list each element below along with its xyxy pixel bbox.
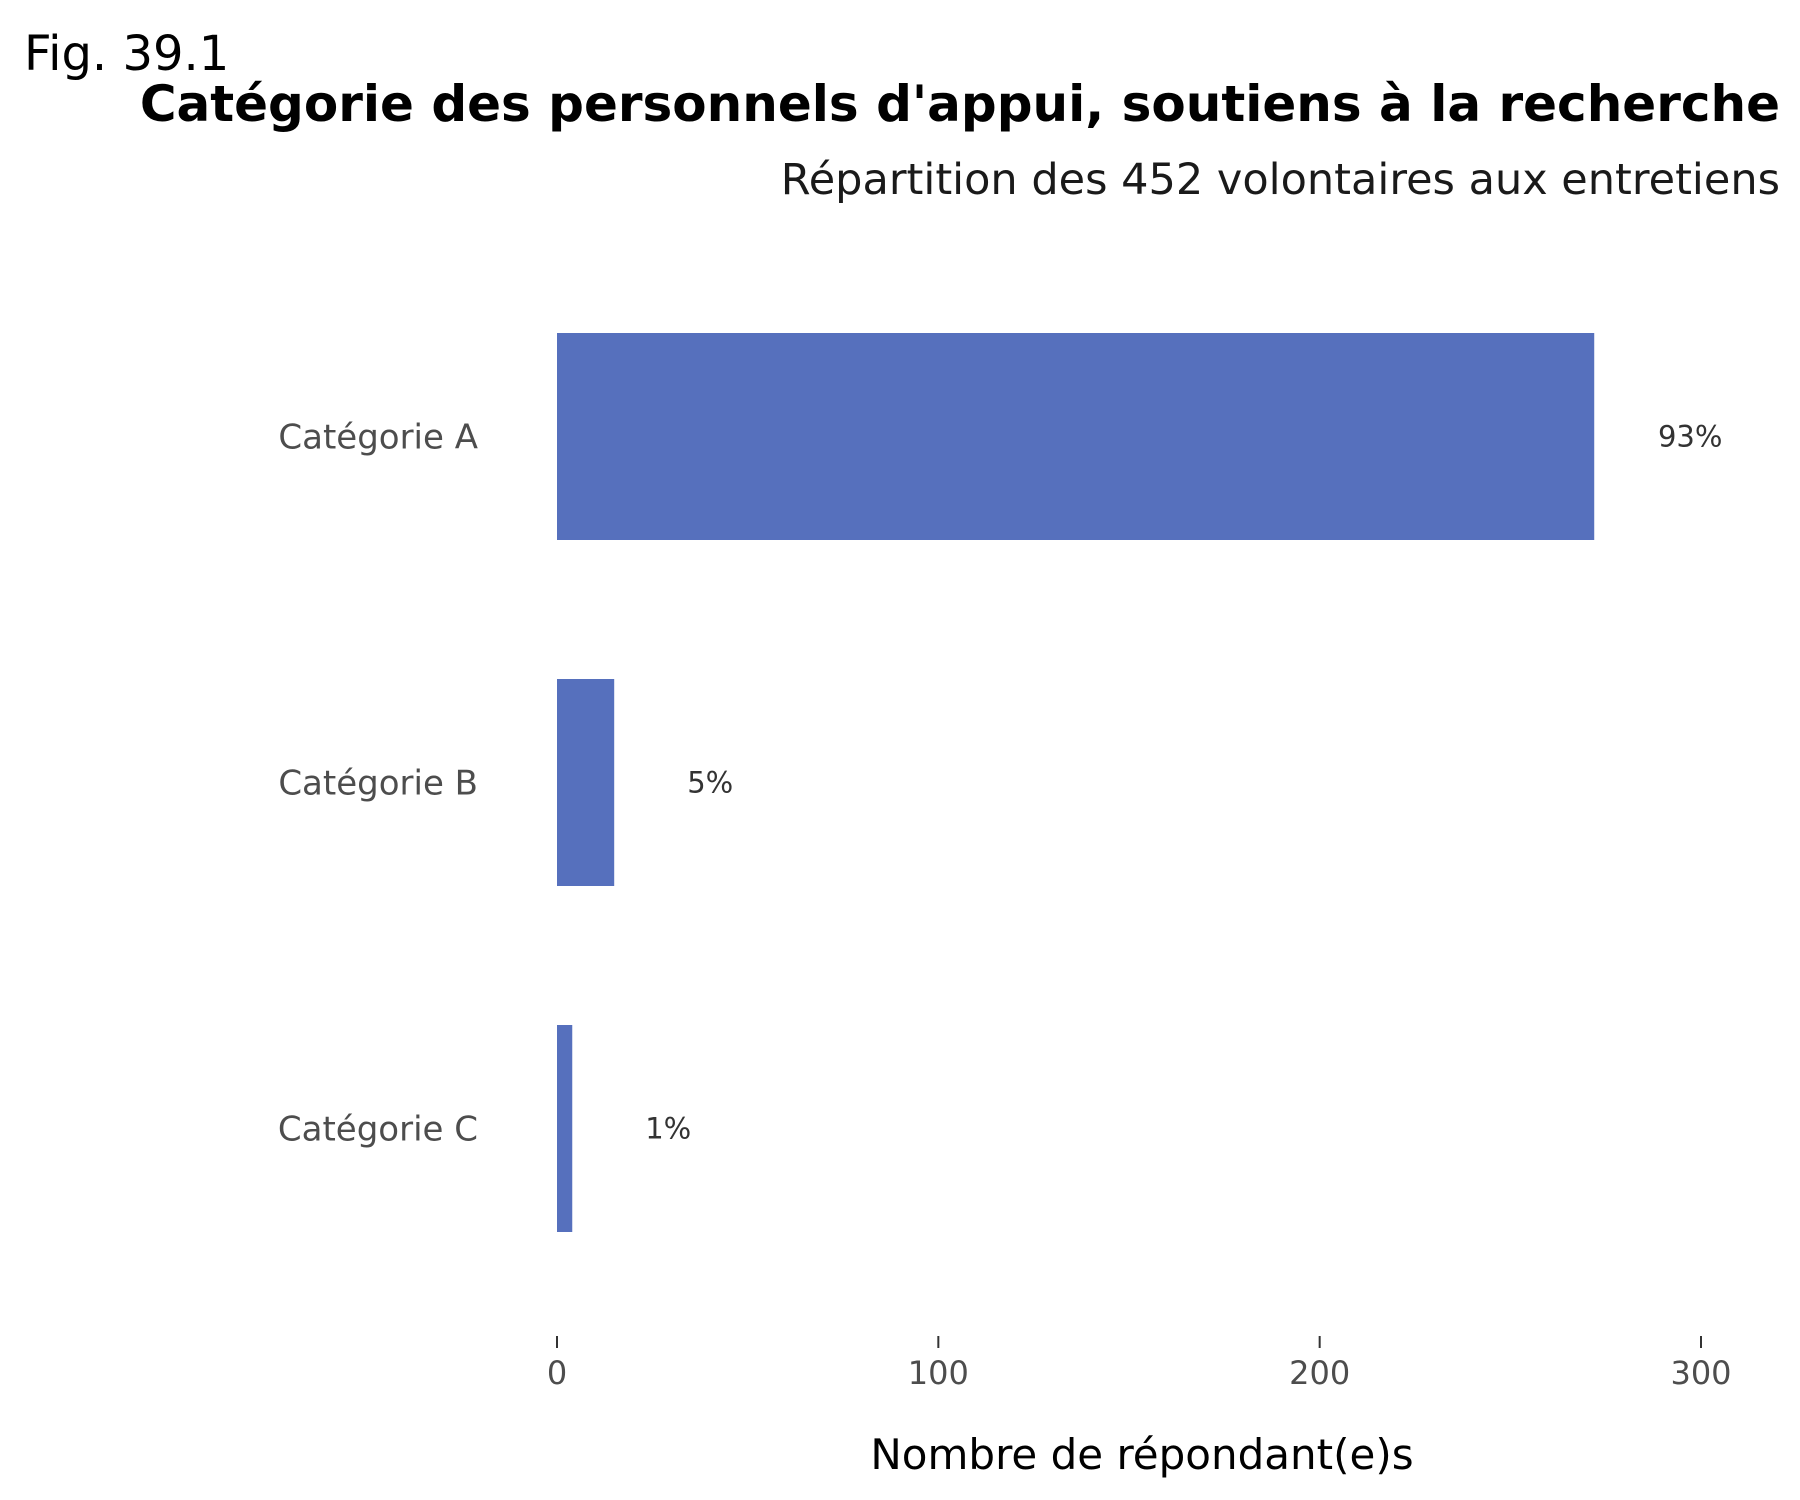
data-label: 5% (687, 766, 733, 800)
bar-3 (557, 1025, 573, 1232)
category-label: Catégorie C (278, 1110, 478, 1150)
data-label: 1% (645, 1112, 691, 1146)
data-label: 93% (1658, 420, 1722, 454)
x-axis: 0 100 200 300 (547, 1336, 1732, 1392)
category-labels-group: Catégorie A Catégorie B Catégorie C (278, 418, 478, 1150)
x-tick-label: 100 (908, 1354, 969, 1392)
chart-title: Catégorie des personnels d'appui, soutie… (140, 75, 1780, 133)
chart-subtitle: Répartition des 452 volontaires aux entr… (781, 155, 1780, 205)
bar-2 (557, 679, 615, 886)
bars-group (557, 333, 1595, 1232)
bar-1 (557, 333, 1595, 540)
x-axis-title: Nombre de répondant(e)s (870, 1430, 1413, 1479)
category-label: Catégorie A (278, 418, 478, 458)
figure-label: Fig. 39.1 (24, 26, 229, 82)
data-labels-group: 93% 5% 1% (645, 420, 1722, 1146)
category-label: Catégorie B (278, 764, 478, 804)
x-tick-label: 200 (1289, 1354, 1350, 1392)
x-tick-label: 0 (547, 1354, 567, 1392)
x-tick-label: 300 (1670, 1354, 1731, 1392)
